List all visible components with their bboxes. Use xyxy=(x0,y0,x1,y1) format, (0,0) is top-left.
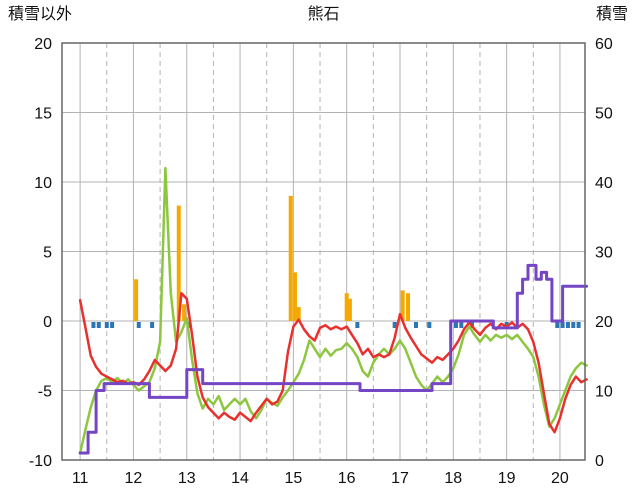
precip-bar xyxy=(347,298,352,321)
right-axis-tick-label: 10 xyxy=(595,384,613,401)
left-axis-title: 積雪以外 xyxy=(8,6,73,23)
blue-tick-mark xyxy=(571,322,576,328)
blue-tick-mark xyxy=(355,322,360,328)
left-axis-tick-label: -5 xyxy=(38,384,52,401)
x-axis-tick-label: 19 xyxy=(498,470,516,487)
purple-step-line xyxy=(78,263,589,455)
blue-tick-mark xyxy=(565,322,570,328)
right-axis-tick-label: 60 xyxy=(595,36,613,53)
blue-tick-mark xyxy=(150,322,155,328)
x-axis-tick-label: 12 xyxy=(125,470,143,487)
blue-tick-mark xyxy=(392,322,397,328)
right-axis-tick-label: 20 xyxy=(595,314,613,331)
plot-border xyxy=(61,42,586,461)
right-axis-tick-label: 0 xyxy=(595,453,604,470)
blue-tick-mark xyxy=(110,322,115,328)
blue-tick-mark xyxy=(427,322,432,328)
green-line xyxy=(78,166,588,455)
precip-bar xyxy=(182,304,187,321)
left-axis-tick-label: 15 xyxy=(34,106,52,123)
blue-tick-mark xyxy=(576,322,581,328)
right-axis-tick-label: 40 xyxy=(595,175,613,192)
left-axis-tick-label: -10 xyxy=(29,453,52,470)
red-line xyxy=(78,291,588,434)
x-axis-tick-label: 15 xyxy=(284,470,302,487)
blue-tick-mark xyxy=(104,322,109,328)
right-axis-tick-label: 50 xyxy=(595,106,613,123)
precip-bar xyxy=(292,272,297,321)
x-axis-tick-label: 16 xyxy=(338,470,356,487)
chart-title: 熊石 xyxy=(307,6,340,23)
blue-tick-mark xyxy=(136,322,141,328)
x-axis-tick-label: 14 xyxy=(231,470,249,487)
precip-bar xyxy=(176,205,181,321)
left-axis-tick-label: 0 xyxy=(43,314,52,331)
blue-tick-mark xyxy=(459,322,464,328)
precip-bar xyxy=(400,290,405,321)
x-axis-tick-label: 13 xyxy=(178,470,196,487)
precip-bar xyxy=(406,293,411,321)
right-axis-title: 積雪 xyxy=(595,6,628,23)
left-axis-tick-label: 10 xyxy=(34,175,52,192)
precip-bar xyxy=(344,293,349,321)
blue-tick-mark xyxy=(453,322,458,328)
x-axis-tick-label: 20 xyxy=(551,470,569,487)
x-axis-tick-label: 18 xyxy=(444,470,462,487)
x-axis-tick-label: 17 xyxy=(391,470,409,487)
left-axis-tick-label: 5 xyxy=(43,245,52,262)
blue-tick-mark xyxy=(560,322,565,328)
precip-bar xyxy=(134,279,139,321)
blue-tick-mark xyxy=(413,322,418,328)
precip-bar xyxy=(296,307,301,321)
precip-bar xyxy=(288,195,293,321)
blue-tick-mark xyxy=(96,322,101,328)
left-axis-tick-label: 20 xyxy=(34,36,52,53)
blue-tick-mark xyxy=(555,322,560,328)
right-axis-tick-label: 30 xyxy=(595,245,613,262)
blue-tick-mark xyxy=(91,322,96,328)
x-axis-tick-label: 11 xyxy=(72,470,89,487)
